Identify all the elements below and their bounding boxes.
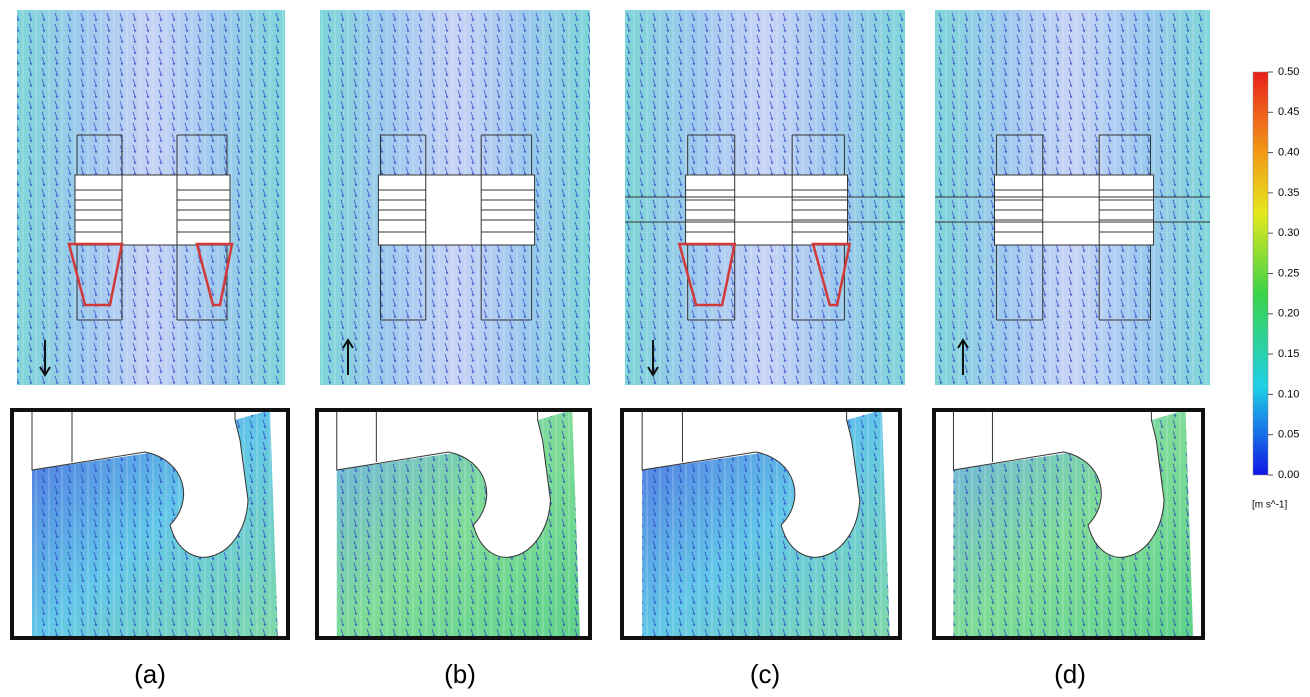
panel-label: (c)	[750, 659, 780, 689]
colorbar-tick-label: 0.40	[1278, 147, 1299, 159]
colorbar-tick-label: 0.25	[1278, 267, 1299, 279]
colorbar-tick-label: 0.45	[1278, 106, 1299, 118]
colorbar	[1253, 72, 1268, 475]
colorbar-tick-label: 0.00	[1278, 469, 1299, 481]
panel-label: (b)	[444, 659, 476, 689]
figure: (a) (b) (c) (d) [m s^-1] 0.50 0.45 0.40 0.3…	[0, 0, 1310, 697]
colorbar-tick-label: 0.15	[1278, 348, 1299, 360]
colorbar-tick-label: 0.35	[1278, 187, 1299, 199]
colorbar-unit: [m s^-1]	[1252, 500, 1287, 511]
colorbar-tick-label: 0.50	[1278, 66, 1299, 78]
colorbar-tick-label: 0.10	[1278, 388, 1299, 400]
colorbar-tick-label: 0.20	[1278, 308, 1299, 320]
panel-label: (d)	[1054, 659, 1086, 689]
panel-label: (a)	[134, 659, 166, 689]
colorbar-tick-label: 0.30	[1278, 227, 1299, 239]
colorbar-tick-label: 0.05	[1278, 429, 1299, 441]
panels	[10, 10, 1210, 640]
